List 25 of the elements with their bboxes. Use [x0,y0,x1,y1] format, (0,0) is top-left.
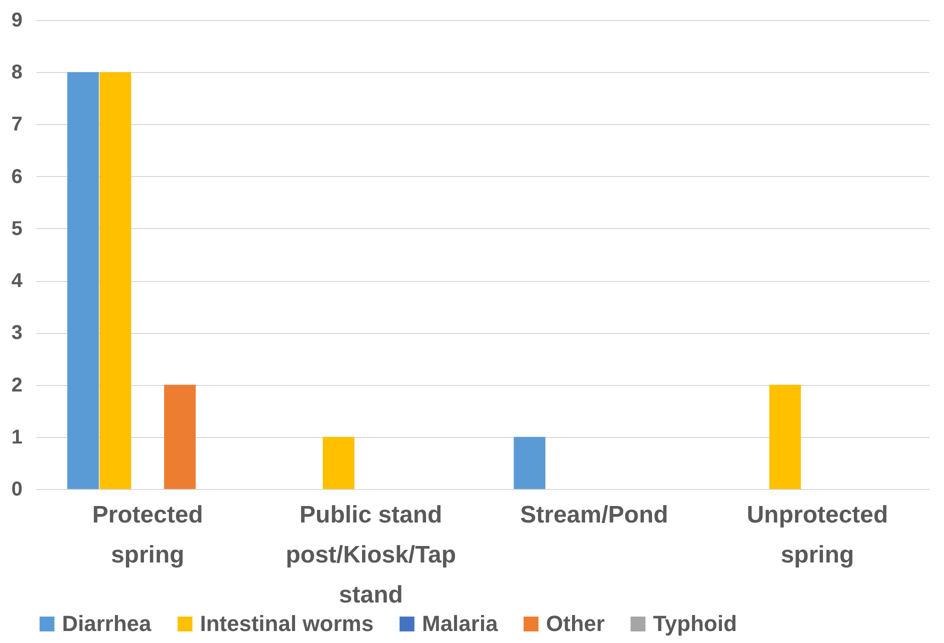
y-tick-label: 7 [11,114,22,136]
y-tick-label: 9 [11,10,22,32]
y-tick-label: 8 [11,62,22,84]
legend-label: Other [546,611,606,636]
bar [769,384,801,489]
y-tick-label: 6 [11,166,22,188]
y-tick-label: 5 [11,218,22,240]
x-tick-label: Stream/Pond [520,502,668,528]
y-tick-label: 2 [11,374,22,396]
y-tick-label: 0 [11,478,22,500]
bar [322,436,354,489]
bar [514,436,546,489]
bar [100,72,132,489]
legend-label: Malaria [422,611,499,636]
y-tick-label: 1 [11,426,22,448]
bar [67,72,99,489]
y-tick-label: 3 [11,322,22,344]
x-tick-label: Public stand post/Kiosk/Tap stand [286,502,456,608]
x-tick-label: Protected spring [92,502,203,568]
y-tick-label: 4 [11,270,24,292]
legend-label: Intestinal worms [200,611,374,636]
legend-label: Typhoid [653,611,737,636]
legend-label: Diarrhea [62,611,152,636]
bar [164,384,196,489]
x-tick-label: Unprotected spring [746,502,888,568]
